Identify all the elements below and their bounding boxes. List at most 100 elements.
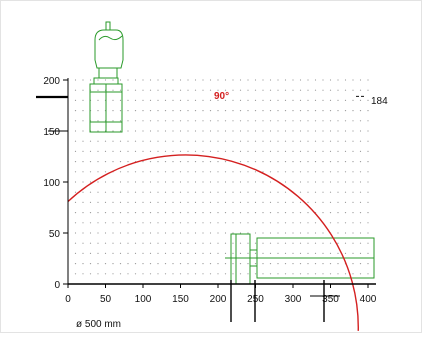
grid-dot <box>299 252 302 254</box>
grid-dot <box>224 161 227 163</box>
grid-dot <box>352 99 354 101</box>
grid-dot <box>172 252 174 254</box>
grid-dot <box>74 273 77 275</box>
grid-dot <box>179 110 182 112</box>
grid-dot <box>367 89 369 91</box>
grid-dot <box>284 120 287 122</box>
grid-dot <box>367 161 369 163</box>
grid-dot <box>292 150 294 152</box>
grid-dot <box>322 212 324 214</box>
grid-dot <box>142 171 144 173</box>
grid-dot <box>179 273 182 275</box>
grid-dot <box>262 171 264 173</box>
grid-dot <box>269 242 272 244</box>
grid-dot <box>194 232 197 234</box>
grid-dot <box>292 89 294 91</box>
grid-dot <box>112 150 114 152</box>
grid-dot <box>329 110 332 112</box>
grid-dot <box>194 222 197 224</box>
grid-dot <box>329 130 332 132</box>
grid-dot <box>322 99 324 101</box>
grid-dot <box>82 191 84 193</box>
grid-dot <box>314 222 317 224</box>
grid-dot <box>194 201 197 203</box>
grid-dot <box>209 273 212 275</box>
grid-dot <box>127 181 129 183</box>
grid-dot <box>89 252 92 254</box>
grid-dot <box>89 201 92 203</box>
grid-dot <box>127 212 129 214</box>
grid-dot <box>367 181 369 183</box>
grid-dot <box>314 273 317 275</box>
grid-dot <box>127 150 129 152</box>
grid-dot <box>172 89 174 91</box>
grid-dot <box>254 222 257 224</box>
grid-dot <box>217 273 219 275</box>
grid-dot <box>112 191 114 193</box>
grid-dot <box>187 232 189 234</box>
grid-dot <box>247 130 249 132</box>
grid-dot <box>269 252 272 254</box>
grid-dot <box>254 130 257 132</box>
grid-dot <box>359 273 362 275</box>
grid-dot <box>89 263 92 265</box>
grid-dot <box>149 150 152 152</box>
grid-dot <box>217 201 219 203</box>
grid-dot <box>97 130 99 132</box>
grid-dot <box>119 263 122 265</box>
grid-dot <box>119 171 122 173</box>
grid-dot <box>292 181 294 183</box>
spindle-flange-outline <box>93 77 119 85</box>
grid-dot <box>299 201 302 203</box>
grid-dot <box>179 201 182 203</box>
grid-dot <box>194 130 197 132</box>
grid-dot <box>247 201 249 203</box>
grid-dot <box>269 140 272 142</box>
grid-dot <box>329 99 332 101</box>
grid-dot <box>262 120 264 122</box>
grid-dot <box>149 99 152 101</box>
grid-dot <box>209 252 212 254</box>
grid-dot <box>247 120 249 122</box>
grid-dot <box>262 89 264 91</box>
grid-dot <box>187 273 189 275</box>
grid-dot <box>277 212 279 214</box>
grid-dot <box>97 201 99 203</box>
grid-dot <box>307 232 309 234</box>
grid-dot <box>127 79 129 81</box>
grid-dot <box>359 212 362 214</box>
grid-dot <box>262 181 264 183</box>
grid-dot <box>164 161 167 163</box>
grid-dot <box>164 89 167 91</box>
grid-dot <box>157 252 159 254</box>
grid-dot <box>367 232 369 234</box>
grid-dot <box>239 110 242 112</box>
grid-dot <box>344 171 347 173</box>
grid-dot <box>262 150 264 152</box>
grid-dot <box>239 130 242 132</box>
grid-dot <box>179 171 182 173</box>
grid-dot <box>112 212 114 214</box>
grid-dot <box>172 242 174 244</box>
grid-dot <box>284 130 287 132</box>
grid-dot <box>224 130 227 132</box>
grid-dot <box>232 242 234 244</box>
grid-dot <box>89 150 92 152</box>
grid-dot <box>127 252 129 254</box>
grid-dot <box>134 99 137 101</box>
grid-dot <box>157 140 159 142</box>
grid-dot <box>157 191 159 193</box>
grid-dot <box>322 263 324 265</box>
grid-dot <box>329 181 332 183</box>
grid-dot <box>119 232 122 234</box>
grid-dot <box>89 79 92 81</box>
grid-dot <box>247 252 249 254</box>
grid-dot <box>142 161 144 163</box>
grid-dot <box>329 201 332 203</box>
grid-dot <box>142 130 144 132</box>
grid-dot <box>337 79 339 81</box>
grid-dot <box>299 212 302 214</box>
grid-dot <box>344 191 347 193</box>
grid-dot <box>194 140 197 142</box>
